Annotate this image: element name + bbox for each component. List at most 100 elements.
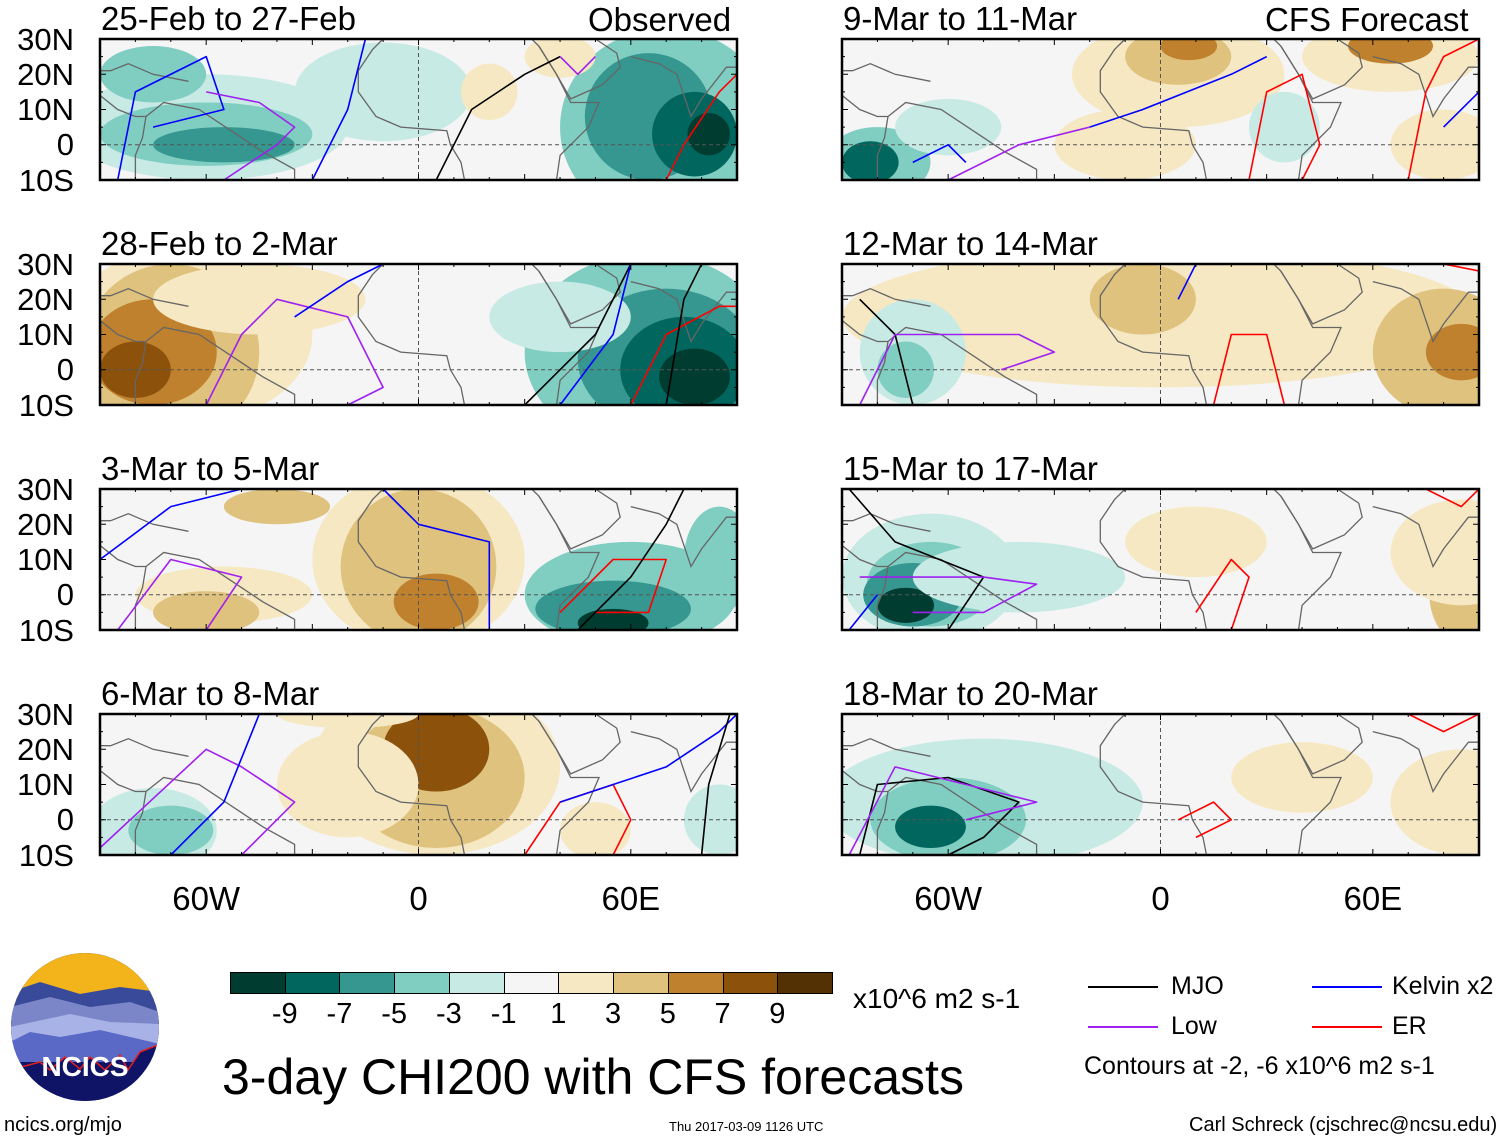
lat-label: 20N — [17, 57, 74, 92]
field-anomaly — [1348, 39, 1433, 64]
coastline — [538, 489, 621, 550]
wave-contour — [559, 558, 667, 614]
wave-contour — [1248, 73, 1321, 180]
colorbar-swatch — [558, 972, 615, 994]
wave-contour — [859, 576, 1038, 614]
coastline — [1280, 39, 1363, 100]
lat-label: 10S — [18, 838, 74, 873]
coastline — [357, 489, 466, 630]
wave-contour — [858, 333, 1056, 405]
colorbar-label: -5 — [381, 998, 408, 1030]
colorbar-swatch — [503, 972, 560, 994]
field-anomaly — [128, 805, 214, 855]
coastline — [842, 94, 1038, 180]
field-anomaly — [393, 573, 479, 630]
wave-contour — [524, 264, 632, 405]
map-panel — [840, 712, 1481, 857]
panel-title: 9-Mar to 11-Mar — [843, 0, 1078, 37]
panel-title: 25-Feb to 27-Feb — [101, 0, 356, 37]
panel-title: 18-Mar to 20-Mar — [843, 675, 1098, 712]
lat-label: 0 — [56, 577, 74, 612]
field-anomaly — [687, 113, 730, 156]
coastline — [1372, 730, 1479, 794]
colorbar-units: x10^6 m2 s-1 — [853, 983, 1021, 1014]
coastline — [357, 39, 466, 180]
lat-label: 30N — [17, 247, 74, 282]
wave-contour — [1407, 714, 1479, 733]
wave-contour — [665, 73, 737, 180]
coastline — [842, 287, 931, 307]
wave-contour — [947, 126, 1090, 180]
coastline — [538, 264, 621, 325]
wave-contour — [100, 489, 242, 561]
legend-label-mjo: MJO — [1171, 972, 1224, 1000]
colorbar-swatch — [394, 972, 450, 994]
coastline — [630, 730, 737, 794]
map-panel — [98, 712, 739, 857]
wave-contour — [205, 298, 384, 405]
footer-timestamp: Thu 2017-03-09 1126 UTC — [669, 1119, 824, 1134]
colorbar-swatch — [667, 972, 724, 994]
wave-contour — [170, 714, 261, 855]
map-panel — [840, 37, 1481, 182]
map-panel — [98, 262, 739, 407]
wave-contour — [1089, 55, 1268, 128]
lat-label: 20N — [17, 282, 74, 317]
wave-contour — [848, 489, 985, 630]
colorbar-label: 3 — [605, 998, 622, 1030]
field-anomaly — [842, 141, 899, 180]
colorbar-label: 9 — [769, 998, 786, 1030]
coastline — [630, 55, 737, 119]
panel-title: 6-Mar to 8-Mar — [101, 675, 320, 712]
wave-contour — [559, 714, 737, 803]
ncics-logo: NCICS — [11, 953, 159, 1101]
footer-url[interactable]: ncics.org/mjo — [4, 1114, 122, 1136]
wave-contour — [100, 748, 296, 855]
coastline — [630, 505, 737, 569]
field-anomaly — [560, 802, 631, 855]
lat-label: 30N — [17, 697, 74, 732]
coastline — [357, 264, 466, 405]
wave-contour — [1425, 489, 1479, 508]
coastline — [134, 341, 147, 405]
lat-label: 10N — [17, 92, 74, 127]
wave-contour — [700, 714, 731, 855]
wave-contour — [577, 489, 685, 630]
colorbar-swatch — [284, 972, 341, 994]
coastline — [134, 566, 147, 630]
field-anomaly — [1425, 323, 1479, 381]
colorbar-label: -3 — [436, 998, 462, 1030]
lon-label: 60E — [1343, 880, 1403, 917]
lat-label: 10S — [18, 613, 74, 648]
field-anomaly — [1125, 506, 1267, 578]
field-anomaly — [535, 580, 691, 630]
coastline — [538, 39, 621, 100]
wave-contour — [435, 55, 561, 180]
colorbar-swatch — [448, 972, 505, 994]
field-anomaly — [276, 731, 419, 838]
field-anomaly — [912, 541, 1126, 613]
wave-contour — [294, 264, 384, 318]
coastline — [100, 319, 296, 405]
lat-label: 0 — [56, 802, 74, 837]
field-anomaly — [1390, 499, 1479, 606]
legend-line-low — [1088, 1026, 1158, 1028]
wave-contour — [311, 39, 367, 180]
map-panel — [98, 37, 739, 182]
legend-line-er — [1312, 1026, 1382, 1028]
coastline — [100, 544, 296, 630]
colorbar-label: -1 — [490, 998, 517, 1030]
colorbar-label: 1 — [550, 998, 567, 1030]
coastline — [1372, 505, 1479, 569]
field-anomaly — [460, 63, 518, 121]
field-anomaly — [877, 587, 935, 623]
wave-contour — [116, 55, 225, 180]
colorbar-swatch — [722, 972, 779, 994]
legend-line-mjo — [1088, 986, 1158, 988]
field-anomaly — [1248, 91, 1320, 163]
coastline — [876, 791, 889, 855]
wave-contour — [117, 558, 243, 630]
field-anomaly — [1089, 264, 1196, 335]
coastline — [1372, 280, 1479, 344]
panel-title: 12-Mar to 14-Mar — [843, 225, 1098, 262]
